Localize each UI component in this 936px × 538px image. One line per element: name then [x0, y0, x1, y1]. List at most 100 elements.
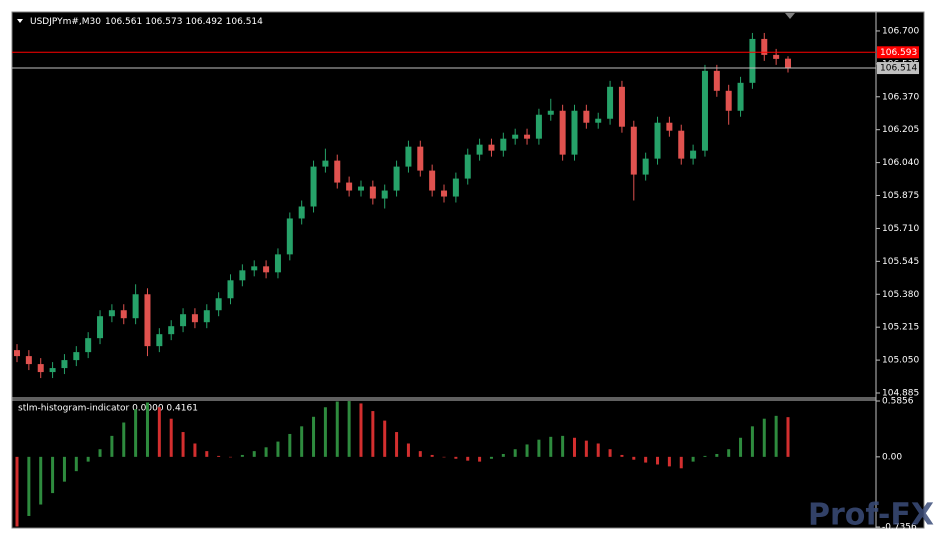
histogram-bar	[501, 453, 505, 457]
candle-body	[14, 350, 20, 357]
low-value: 106.492	[185, 17, 222, 27]
histogram-bar	[110, 435, 114, 457]
y-tick-label: 0.5856	[882, 397, 914, 407]
histogram-bar	[762, 418, 766, 457]
histogram-bar	[478, 456, 482, 462]
histogram-bar	[264, 447, 268, 457]
candle-body	[583, 110, 590, 123]
candle-body	[630, 126, 637, 175]
candle-body	[334, 160, 341, 183]
y-tick-label: 106.040	[882, 158, 919, 168]
histogram-bar	[774, 415, 778, 457]
y-tick-label: 105.215	[882, 323, 919, 333]
candle-body	[559, 110, 566, 155]
candle-body	[452, 178, 459, 197]
candle-body	[97, 316, 104, 339]
histogram-bar	[371, 411, 375, 457]
candle-body	[227, 280, 234, 299]
histogram-bar	[74, 456, 78, 472]
y-tick-label: 0.00	[882, 452, 902, 462]
candle-body	[654, 122, 661, 159]
histogram-bar	[300, 426, 304, 457]
candle-body	[405, 146, 412, 167]
candle-body	[417, 146, 424, 171]
histogram-bar	[193, 443, 197, 457]
candle-body	[488, 144, 495, 151]
candle-body	[322, 160, 329, 167]
candle-body	[524, 134, 531, 139]
histogram-bar	[51, 456, 55, 494]
histogram-bar	[537, 439, 541, 457]
candle-body	[215, 298, 222, 311]
open-value: 106.561	[105, 17, 142, 27]
candle-body	[512, 134, 519, 139]
histogram-bar	[383, 420, 387, 457]
histogram-bar	[608, 449, 612, 457]
candle-body	[678, 130, 685, 159]
candle-body	[108, 310, 115, 317]
price-label: 106.593	[880, 48, 917, 58]
histogram-bar	[406, 443, 410, 457]
histogram-bar	[786, 417, 790, 457]
y-tick-label: 105.050	[882, 356, 919, 366]
histogram-bar	[691, 456, 695, 462]
histogram-bar	[679, 456, 683, 469]
histogram-bar	[442, 456, 446, 458]
histogram-bar	[39, 456, 43, 505]
shift-marker[interactable]	[785, 13, 795, 19]
histogram-bar	[584, 440, 588, 457]
chart-background	[11, 11, 925, 529]
histogram-bar	[240, 454, 244, 457]
candle-body	[713, 70, 720, 91]
high-value: 106.573	[145, 17, 182, 27]
histogram-bar	[739, 437, 743, 457]
price-label-box	[877, 62, 919, 75]
symbol-header: USDJPYm#,M30 106.561 106.573 106.492 106.514	[30, 17, 263, 27]
candle-body	[500, 138, 507, 151]
y-tick-label: 106.370	[882, 92, 919, 102]
candle-body	[357, 186, 364, 191]
y-tick-label: 106.700	[882, 26, 919, 36]
candle-body	[701, 70, 708, 151]
candle-body	[749, 38, 756, 83]
histogram-bar	[572, 437, 576, 457]
candle-body	[37, 364, 44, 373]
indicator-title: stlm-histogram-indicator 0.0000 0.4161	[18, 404, 198, 414]
candle-body	[666, 122, 673, 131]
histogram-bar	[561, 435, 565, 457]
histogram-bar	[312, 416, 316, 457]
histogram-bar	[205, 451, 209, 457]
candle-body	[286, 218, 293, 255]
histogram-bar	[62, 456, 66, 482]
candle-body	[785, 58, 791, 69]
candle-body	[263, 266, 270, 273]
y-tick-label: -0.7356	[882, 523, 917, 533]
histogram-bar	[632, 456, 636, 460]
histogram-bar	[288, 433, 292, 457]
candle-body	[381, 190, 388, 199]
candle-body	[737, 82, 744, 111]
histogram-bar	[145, 402, 149, 457]
candle-body	[464, 154, 471, 179]
menu-arrow[interactable]	[17, 19, 23, 23]
candle-body	[310, 166, 317, 207]
histogram-bar	[15, 456, 19, 527]
candle-body	[476, 144, 483, 155]
candle-body	[298, 206, 305, 219]
histogram-bar	[703, 455, 707, 457]
histogram-bar	[347, 401, 351, 457]
histogram-bar	[134, 409, 138, 457]
histogram-bar	[217, 455, 221, 457]
candle-body	[239, 270, 246, 281]
candle-body	[251, 266, 258, 271]
candle-body	[595, 118, 602, 123]
histogram-bar	[27, 456, 31, 516]
candle-body	[85, 338, 92, 353]
histogram-bar	[466, 456, 470, 461]
candle-body	[642, 158, 649, 175]
histogram-bar	[359, 403, 363, 457]
candle-body	[49, 368, 56, 373]
price-label-box	[877, 46, 919, 59]
